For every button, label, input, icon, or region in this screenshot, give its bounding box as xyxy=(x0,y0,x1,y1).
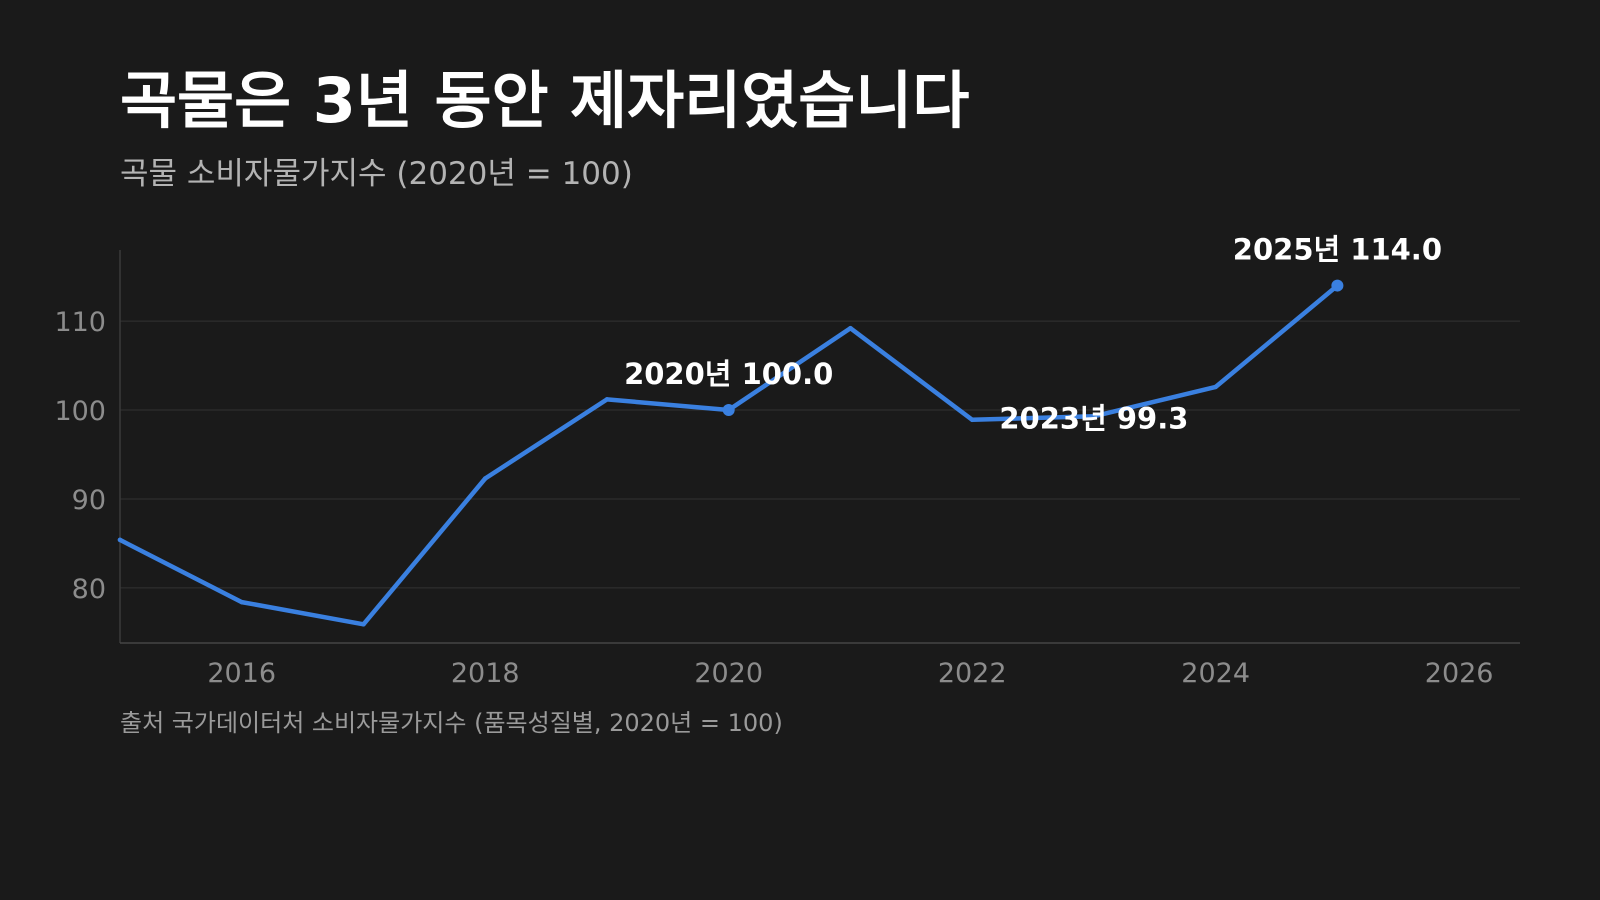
x-tick-label: 2026 xyxy=(1425,658,1494,689)
data-point xyxy=(239,599,244,605)
data-point xyxy=(482,476,488,481)
y-tick-label: 100 xyxy=(54,396,106,427)
x-tick-label: 2024 xyxy=(1181,658,1250,689)
x-tick-label: 2020 xyxy=(694,658,763,689)
annotation-marker xyxy=(722,404,735,417)
data-point xyxy=(1091,414,1097,419)
y-tick-label: 90 xyxy=(72,485,106,516)
data-point xyxy=(604,397,610,402)
x-tick-label: 2018 xyxy=(451,658,520,689)
series-line xyxy=(117,283,1340,627)
y-tick-label: 80 xyxy=(72,574,106,605)
x-tick-label: 2022 xyxy=(938,658,1007,689)
annotation-label: 2023년 99.3 xyxy=(999,401,1188,435)
data-point xyxy=(969,417,975,423)
data-point xyxy=(1213,384,1218,390)
annotation-marker xyxy=(1331,279,1344,292)
data-point xyxy=(848,325,853,331)
source-note: 출처 국가데이터처 소비자물가지수 (품목성질별, 2020년 = 100) xyxy=(120,709,783,737)
chart-title: 곡물은 3년 동안 제자리였습니다 xyxy=(120,64,970,137)
annotation-label: 2020년 100.0 xyxy=(624,357,833,391)
y-tick-label: 110 xyxy=(54,307,106,338)
data-point xyxy=(361,622,366,627)
x-tick-label: 2016 xyxy=(207,658,276,689)
chart-subtitle: 곡물 소비자물가지수 (2020년 = 100) xyxy=(120,156,633,192)
annotation-label: 2025년 114.0 xyxy=(1233,233,1442,267)
data-point xyxy=(117,537,123,543)
